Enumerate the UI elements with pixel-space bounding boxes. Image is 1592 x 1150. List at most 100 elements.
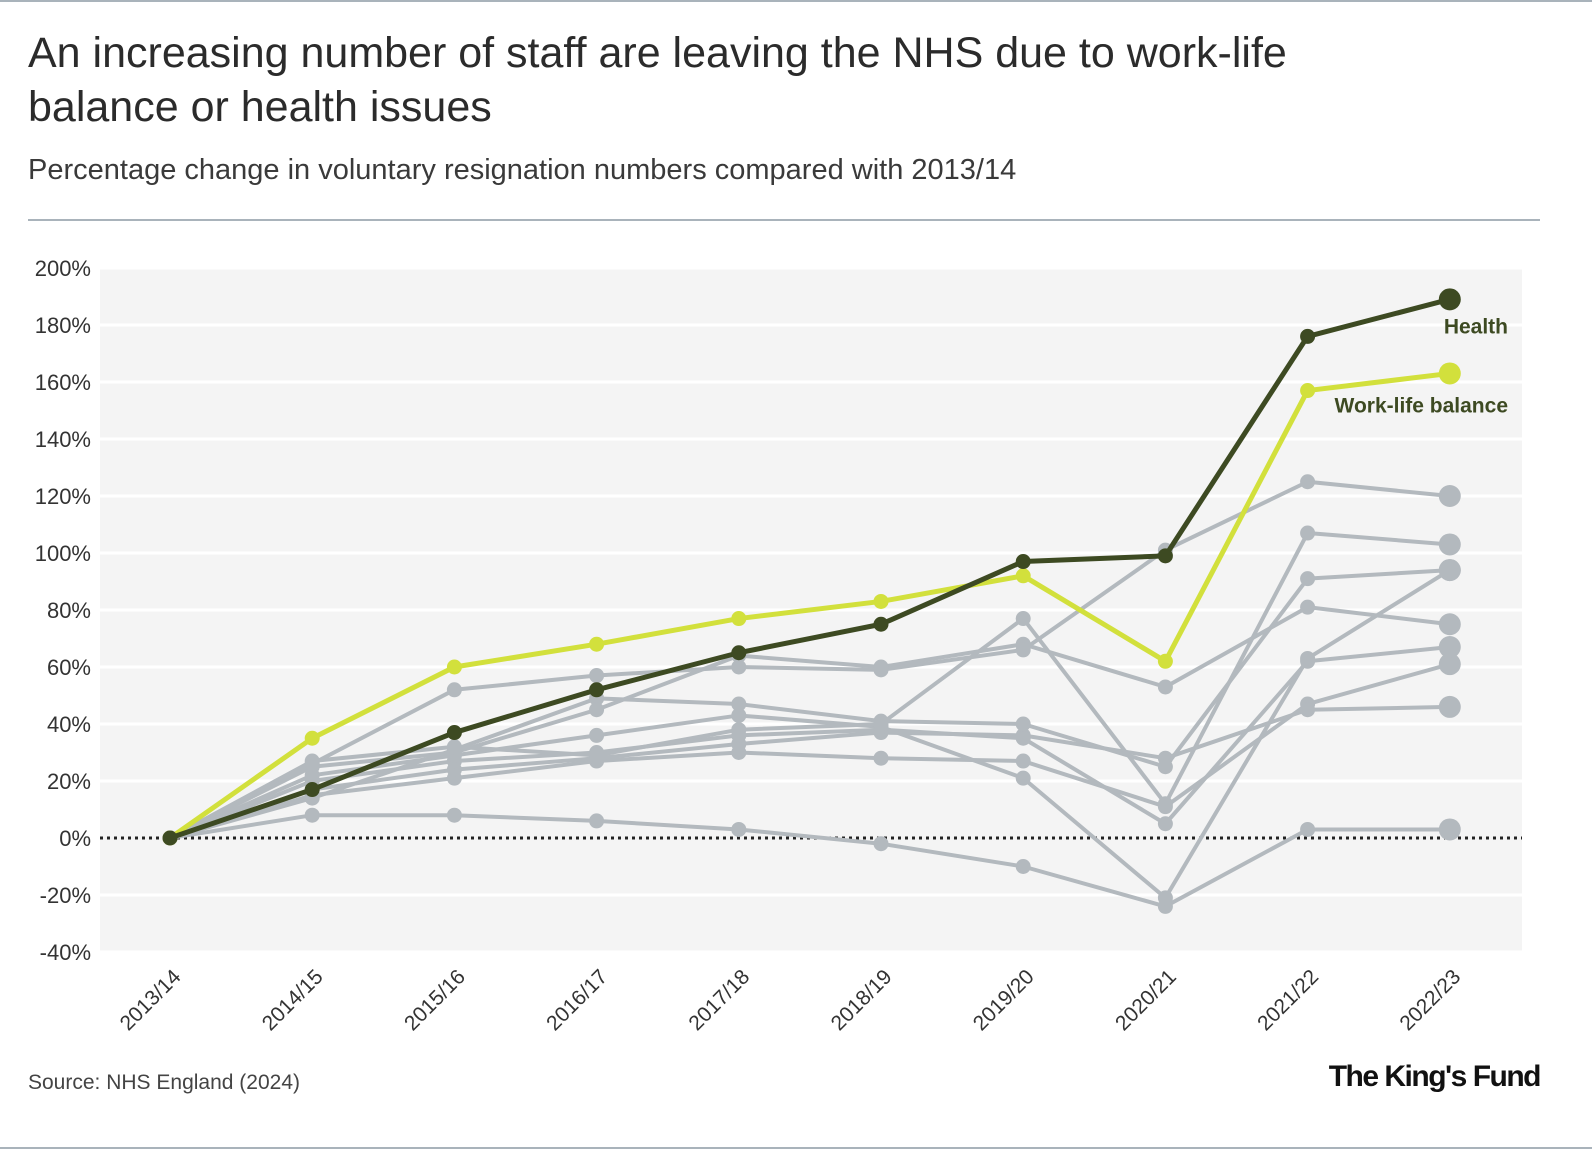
x-tick-label: 2020/21 — [1111, 965, 1181, 1035]
header-divider — [28, 219, 1540, 221]
x-tick-label: 2014/15 — [258, 965, 328, 1035]
data-point — [1015, 730, 1031, 746]
data-point — [589, 636, 605, 652]
y-tick-label: 20% — [47, 769, 91, 794]
y-tick-label: 160% — [35, 370, 91, 395]
data-point — [731, 645, 747, 661]
series-label: Health — [1444, 315, 1508, 338]
data-point — [446, 682, 462, 698]
data-point — [1300, 599, 1316, 615]
line-chart: -40% -20% 0% 20% 40% 60% 80% 100% 120% 140% 160% 18… — [35, 256, 1522, 1035]
data-point — [1157, 548, 1173, 564]
series-line — [169, 296, 1451, 841]
data-point — [1015, 770, 1031, 786]
data-point — [1015, 642, 1031, 658]
data-point — [1438, 559, 1461, 582]
y-tick-label: -20% — [40, 883, 91, 908]
data-point — [1015, 716, 1031, 732]
data-point — [589, 747, 605, 763]
data-point — [873, 593, 889, 609]
source-note: Source: NHS England (2024) — [28, 1071, 300, 1094]
data-point — [446, 807, 462, 823]
series-line — [169, 704, 1450, 840]
data-point — [1015, 568, 1031, 584]
y-tick-label: -40% — [40, 940, 91, 965]
data-point — [1438, 362, 1461, 385]
x-tick-label: 2017/18 — [684, 965, 754, 1035]
bottom-border — [0, 1147, 1592, 1149]
data-point — [1300, 821, 1316, 837]
data-point — [589, 813, 605, 829]
data-point — [446, 659, 462, 675]
data-point — [589, 682, 605, 698]
x-tick-label: 2018/19 — [827, 965, 897, 1035]
data-point — [1438, 288, 1461, 311]
data-point — [1438, 818, 1461, 841]
y-tick-label: 180% — [35, 313, 91, 338]
data-point — [1157, 796, 1173, 812]
data-point — [731, 611, 747, 627]
series-line — [169, 813, 1450, 909]
x-tick-label: 2019/20 — [969, 965, 1039, 1035]
chart-title: An increasing number of staff are leavin… — [28, 29, 1287, 131]
data-point — [1157, 890, 1173, 906]
kings-fund-logo: The King's Fund — [1328, 1060, 1542, 1093]
data-point — [1300, 328, 1316, 344]
series-label: Work-life balance — [1335, 394, 1509, 417]
data-point — [731, 659, 747, 675]
data-point — [1438, 485, 1461, 507]
data-point — [1157, 759, 1173, 775]
data-point — [731, 722, 747, 738]
data-point — [1438, 653, 1461, 676]
y-tick-label: 120% — [35, 484, 91, 509]
data-point — [1300, 702, 1316, 718]
series-line — [169, 645, 1450, 840]
data-point — [589, 702, 605, 718]
data-point — [1157, 653, 1173, 669]
data-point — [446, 739, 462, 755]
data-point — [1438, 695, 1461, 718]
chart-subtitle: Percentage change in voluntary resignati… — [28, 154, 1017, 186]
y-tick-label: 140% — [35, 427, 91, 452]
series-line — [169, 662, 1451, 840]
data-point — [1300, 474, 1316, 490]
data-point — [873, 836, 889, 852]
data-point — [1300, 571, 1316, 587]
data-point — [589, 668, 605, 684]
data-point — [731, 696, 747, 712]
data-point — [589, 727, 605, 743]
x-tick-label: 2015/16 — [400, 965, 470, 1035]
data-point — [873, 716, 889, 732]
data-point — [304, 807, 320, 823]
y-tick-label: 80% — [47, 598, 91, 623]
data-point — [1015, 611, 1031, 627]
data-point — [873, 662, 889, 678]
data-point — [1300, 383, 1316, 399]
data-point — [304, 753, 320, 769]
data-point — [873, 750, 889, 766]
top-border — [0, 0, 1592, 2]
series-line — [169, 568, 1451, 900]
data-point — [1438, 613, 1461, 636]
data-point — [304, 730, 320, 746]
x-tick-label: 2016/17 — [542, 965, 612, 1035]
data-point — [1015, 554, 1031, 570]
y-tick-label: 0% — [59, 826, 91, 851]
y-tick-label: 200% — [35, 256, 91, 281]
data-point — [873, 616, 889, 632]
data-point — [1157, 816, 1173, 832]
data-point — [1015, 859, 1031, 874]
data-point — [446, 725, 462, 741]
data-point — [731, 821, 747, 837]
data-point — [1438, 533, 1461, 556]
x-tick-label: 2022/23 — [1395, 965, 1465, 1035]
data-point — [731, 707, 747, 723]
data-point — [304, 782, 320, 798]
data-point — [162, 830, 178, 846]
x-tick-label: 2013/14 — [116, 965, 186, 1035]
data-point — [1015, 753, 1031, 769]
data-point — [1300, 650, 1316, 666]
series-line — [168, 370, 1451, 841]
data-point — [1300, 525, 1316, 541]
y-tick-label: 100% — [35, 541, 91, 566]
